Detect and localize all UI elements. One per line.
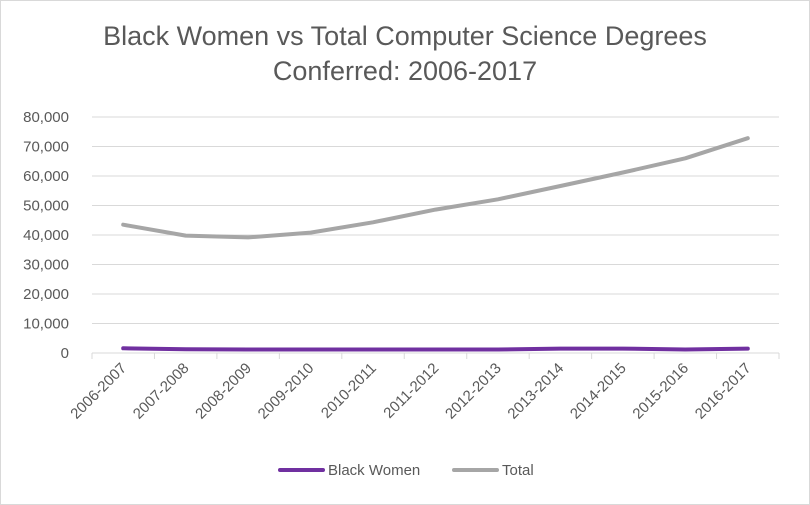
y-tick-label: 50,000 xyxy=(23,198,69,215)
series-line-black-women xyxy=(121,346,750,352)
chart-title: Black Women vs Total Computer Science De… xyxy=(1,19,809,89)
x-tick-label: 2010-2011 xyxy=(318,360,380,422)
y-tick-label: 80,000 xyxy=(23,109,69,126)
y-tick-label: 40,000 xyxy=(23,227,69,244)
x-tick-label: 2016-2017 xyxy=(692,360,755,423)
x-tick-label: 2015-2016 xyxy=(629,360,692,423)
y-tick-label: 10,000 xyxy=(23,316,69,333)
x-tick-label: 2012-2013 xyxy=(442,360,505,423)
y-tick-label: 20,000 xyxy=(23,286,69,303)
y-tick-label: 0 xyxy=(61,345,69,362)
chart-title-line-2: Conferred: 2006-2017 xyxy=(272,56,538,86)
y-tick-label: 60,000 xyxy=(23,168,69,185)
x-tick-label: 2006-2007 xyxy=(67,360,130,423)
x-tick-label: 2014-2015 xyxy=(567,360,630,423)
chart-title-line-1: Black Women vs Total Computer Science De… xyxy=(103,21,707,51)
x-tick-label: 2013-2014 xyxy=(504,360,567,423)
series-line-total xyxy=(121,136,750,240)
legend-label-black-women: Black Women xyxy=(328,462,420,479)
y-tick-label: 30,000 xyxy=(23,257,69,274)
x-tick-label: 2009-2010 xyxy=(255,360,318,423)
x-tick-label: 2008-2009 xyxy=(192,360,255,423)
legend-label-total: Total xyxy=(502,462,534,479)
x-tick-label: 2007-2008 xyxy=(130,360,193,423)
y-tick-label: 70,000 xyxy=(23,139,69,156)
x-tick-label: 2011-2012 xyxy=(380,360,442,422)
